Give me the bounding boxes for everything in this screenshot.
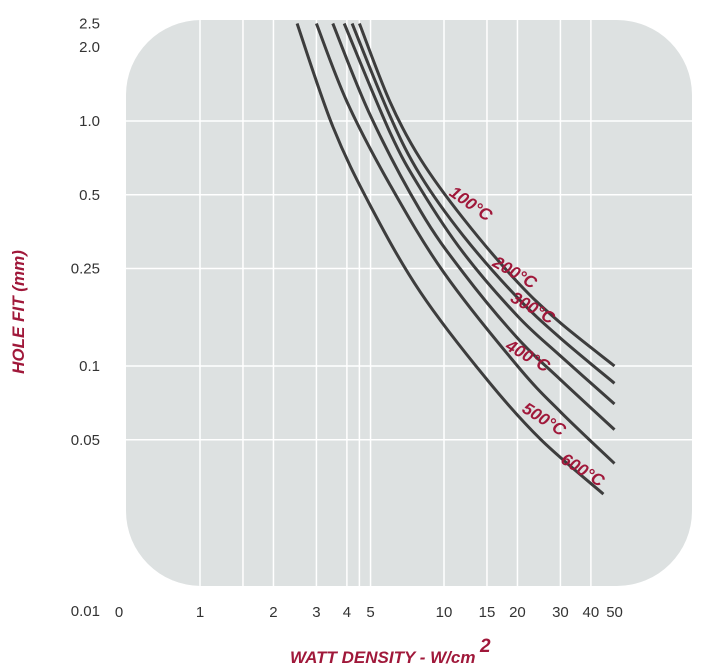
series-line-500c: [315, 22, 616, 465]
x-tick-label: 4: [343, 604, 351, 621]
y-tick-label: 0.5: [79, 187, 100, 204]
y-tick-labels: 2.5 2.0 1.0 0.5 0.25 0.1 0.05 0.01: [71, 16, 100, 620]
x-tick-label: 15: [479, 604, 496, 621]
y-tick-label: 2.5: [79, 16, 100, 33]
y-tick-label: 0.05: [71, 432, 100, 449]
x-tick-label: 50: [606, 604, 623, 621]
series-line-200c: [350, 22, 616, 385]
grid-lines: [126, 20, 692, 586]
x-axis-title-superscript: 2: [479, 636, 491, 657]
x-tick-label: 2: [269, 604, 277, 621]
x-tick-label: 1: [196, 604, 204, 621]
series-line-100c: [358, 22, 616, 368]
series-line-400c: [331, 22, 616, 431]
x-tick-label: 10: [436, 604, 453, 621]
y-tick-label: 0.1: [79, 358, 100, 375]
y-axis-title: HOLE FIT (mm): [9, 250, 28, 374]
y-tick-label: 1.0: [79, 113, 100, 130]
plot-background: [126, 20, 692, 586]
series-lines: [295, 22, 616, 496]
x-tick-label: 20: [509, 604, 526, 621]
x-tick-label: 40: [583, 604, 600, 621]
x-axis-title: WATT DENSITY - W/cm: [290, 648, 475, 667]
y-tick-label: 0.25: [71, 261, 100, 278]
y-tick-label: 0.01: [71, 603, 100, 620]
x-tick-labels: 0 1 2 3 4 5 10 15 20 30 40 50: [115, 604, 623, 621]
x-tick-label: 30: [552, 604, 569, 621]
x-tick-label: 3: [312, 604, 320, 621]
x-tick-label: 0: [115, 604, 123, 621]
x-tick-label: 5: [366, 604, 374, 621]
series-line-600c: [295, 23, 605, 496]
y-tick-label: 2.0: [79, 39, 100, 56]
series-line-300c: [342, 22, 616, 406]
